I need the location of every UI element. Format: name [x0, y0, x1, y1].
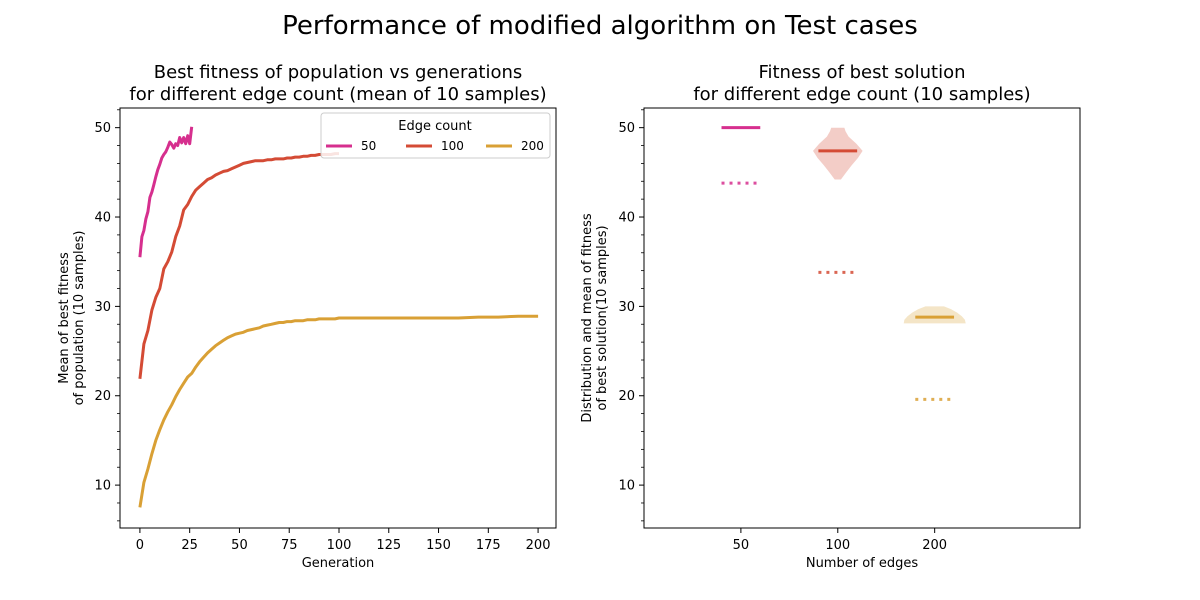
right-y-axis-label-line1: Distribution and mean of fitness	[580, 213, 595, 423]
legend-label-200: 200	[521, 139, 544, 153]
legend-label-100: 100	[441, 139, 464, 153]
left-x-tick-label: 75	[281, 538, 298, 553]
left-chart-title-line2: for different edge count (mean of 10 sam…	[129, 84, 546, 105]
legend-label-50: 50	[361, 139, 376, 153]
right-chart: Fitness of best solution for different e…	[580, 62, 1081, 571]
right-y-axis-label-line2: of best solution(10 samples)	[595, 225, 610, 410]
left-x-tick-label: 150	[426, 538, 451, 553]
right-y-tick-label: 40	[618, 211, 635, 226]
right-y-tick-label: 20	[618, 389, 635, 404]
line-series-100	[138, 152, 339, 379]
left-x-tick-label: 100	[327, 538, 352, 553]
legend-title: Edge count	[398, 119, 472, 134]
line-series-200	[138, 314, 539, 508]
left-chart: Best fitness of population vs generation…	[57, 62, 557, 571]
left-y-axis-label-line2: of population (10 samples)	[72, 231, 87, 406]
violin-body-100	[813, 127, 863, 180]
right-y-tick-label: 30	[618, 300, 635, 315]
left-y-tick-label: 50	[94, 121, 111, 136]
right-x-tick-label: 50	[733, 538, 750, 553]
left-y-axis-label-line1: Mean of best fitness	[57, 252, 72, 384]
right-chart-title-line2: for different edge count (10 samples)	[693, 84, 1030, 105]
right-chart-title-line1: Fitness of best solution	[758, 62, 965, 83]
left-y-tick-label: 20	[94, 389, 111, 404]
left-x-tick-label: 25	[181, 538, 198, 553]
right-x-tick-label: 100	[825, 538, 850, 553]
left-y-tick-label: 40	[94, 211, 111, 226]
left-chart-title-line1: Best fitness of population vs generation…	[154, 62, 523, 83]
figure-title: Performance of modified algorithm on Tes…	[282, 11, 918, 41]
left-plot-area: 0 25 50 75 100 125 150 175 200 10 20 30 40 50	[94, 107, 557, 553]
right-plot-area: 50 100 200 10 20 30 40 50	[618, 107, 1081, 553]
left-x-tick-label: 175	[476, 538, 501, 553]
left-x-tick-label: 125	[376, 538, 401, 553]
right-x-axis-label: Number of edges	[806, 556, 919, 571]
left-x-tick-label: 200	[526, 538, 551, 553]
left-x-axis-label: Generation	[302, 556, 375, 571]
left-axes-frame	[119, 107, 557, 529]
right-y-tick-label: 10	[618, 479, 635, 494]
left-x-tick-label: 0	[136, 538, 144, 553]
right-axes-frame	[643, 107, 1081, 529]
violin-body-200	[903, 306, 966, 324]
left-y-tick-label: 10	[94, 479, 111, 494]
legend: Edge count 50 100 200	[320, 112, 551, 159]
left-x-tick-label: 50	[231, 538, 248, 553]
line-series-50	[138, 126, 194, 258]
right-y-tick-label: 50	[618, 121, 635, 136]
right-x-tick-label: 200	[922, 538, 947, 553]
left-y-tick-label: 30	[94, 300, 111, 315]
